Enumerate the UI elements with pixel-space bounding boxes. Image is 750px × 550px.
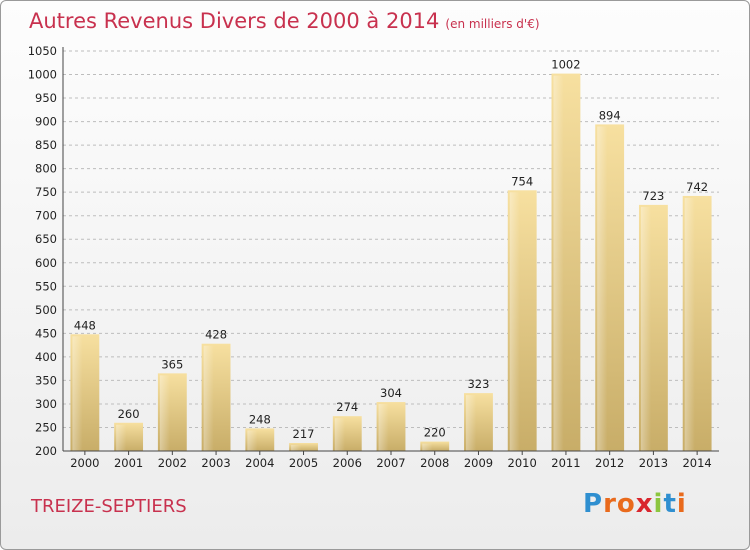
y-tick-label: 200 (35, 444, 57, 458)
data-label-2001: 260 (118, 407, 140, 421)
x-tick-label-2008: 2008 (420, 456, 449, 470)
y-tick-label: 650 (35, 232, 57, 246)
data-label-2006: 274 (336, 400, 358, 414)
chart-subtitle: (en milliers d'€) (445, 17, 540, 31)
x-tick-label-2007: 2007 (376, 456, 405, 470)
bar-highlight (509, 192, 520, 451)
bar-highlight (684, 197, 695, 451)
x-tick-label-2002: 2002 (158, 456, 187, 470)
bar-highlight (640, 206, 652, 451)
data-label-2014: 742 (686, 180, 708, 194)
bar-highlight (597, 126, 608, 451)
logo-letter: i (653, 489, 664, 519)
y-tick-label: 950 (35, 91, 57, 105)
data-label-2009: 323 (467, 377, 489, 391)
x-tick-label-2009: 2009 (464, 456, 493, 470)
bar-highlight (72, 336, 83, 451)
x-axis: 2000 2001 2002 2003 2004 2005 2006 2007 2008 2009… (63, 450, 719, 470)
chart-title-text: Autres Revenus Divers de 2000 à 2014 (29, 9, 440, 33)
bars: 448 260 365 428 248 217 274 304 220 323 754 1002 894… (70, 58, 712, 452)
x-tick-label-2000: 2000 (70, 456, 99, 470)
logo-letter: x (635, 489, 654, 519)
x-tick-label-2005: 2005 (289, 456, 318, 470)
data-label-2004: 248 (249, 412, 271, 426)
bar-highlight (378, 404, 389, 451)
x-tick-label-2001: 2001 (114, 456, 143, 470)
bar-highlight (203, 345, 214, 451)
x-tick-label-2006: 2006 (333, 456, 362, 470)
y-tick-label: 550 (35, 279, 57, 293)
logo-letter: o (616, 489, 636, 519)
bar-highlight (291, 445, 302, 451)
x-tick-label-2012: 2012 (595, 456, 624, 470)
y-tick-label: 300 (35, 397, 57, 411)
bar-highlight (247, 430, 258, 451)
bar-highlight (159, 375, 171, 451)
logo-letter: r (603, 489, 617, 519)
bar-highlight (553, 75, 564, 452)
y-tick-label: 250 (35, 420, 57, 434)
data-label-2005: 217 (293, 427, 315, 441)
y-tick-label: 350 (35, 373, 57, 387)
bar-2005 (289, 443, 318, 451)
bar-highlight (334, 418, 345, 451)
bar-2008 (420, 441, 450, 451)
data-label-2013: 723 (642, 189, 664, 203)
x-tick-label-2011: 2011 (551, 456, 580, 470)
x-tick-label-2003: 2003 (201, 456, 230, 470)
data-label-2003: 428 (205, 328, 227, 342)
data-label-2011: 1002 (551, 58, 580, 72)
x-tick-label-2013: 2013 (639, 456, 668, 470)
y-tick-label: 700 (35, 209, 57, 223)
data-label-2002: 365 (161, 357, 183, 371)
x-tick-label-2014: 2014 (682, 456, 711, 470)
commune-name: TREIZE-SEPTIERS (31, 496, 187, 517)
y-tick-label: 1050 (28, 44, 57, 58)
bar-highlight (116, 424, 127, 451)
data-label-2010: 754 (511, 174, 533, 188)
proxiti-logo[interactable]: Proxiti (583, 489, 687, 519)
x-tick-label-2004: 2004 (245, 456, 274, 470)
data-label-2007: 304 (380, 386, 402, 400)
y-tick-label: 750 (35, 185, 57, 199)
y-tick-label: 1000 (28, 68, 57, 82)
bar-highlight (422, 443, 433, 451)
y-tick-label: 850 (35, 138, 57, 152)
y-tick-label: 900 (35, 115, 57, 129)
data-label-2000: 448 (74, 318, 96, 332)
y-tick-label: 450 (35, 326, 57, 340)
y-tick-label: 400 (35, 350, 57, 364)
x-tick-label-2010: 2010 (508, 456, 537, 470)
y-tick-label: 500 (35, 303, 57, 317)
bar-highlight (466, 395, 477, 451)
data-label-2012: 894 (599, 108, 621, 122)
y-tick-label: 600 (35, 256, 57, 270)
logo-letter: i (676, 489, 687, 519)
y-tick-label: 800 (35, 162, 57, 176)
logo-letter: P (583, 489, 604, 519)
data-label-2008: 220 (424, 426, 446, 440)
y-axis: 200 250 300 350 400 450 500 550 600 650 700 750 800 8… (28, 44, 64, 458)
logo-letter: t (663, 489, 677, 519)
chart-title: Autres Revenus Divers de 2000 à 2014 (en … (29, 9, 540, 33)
